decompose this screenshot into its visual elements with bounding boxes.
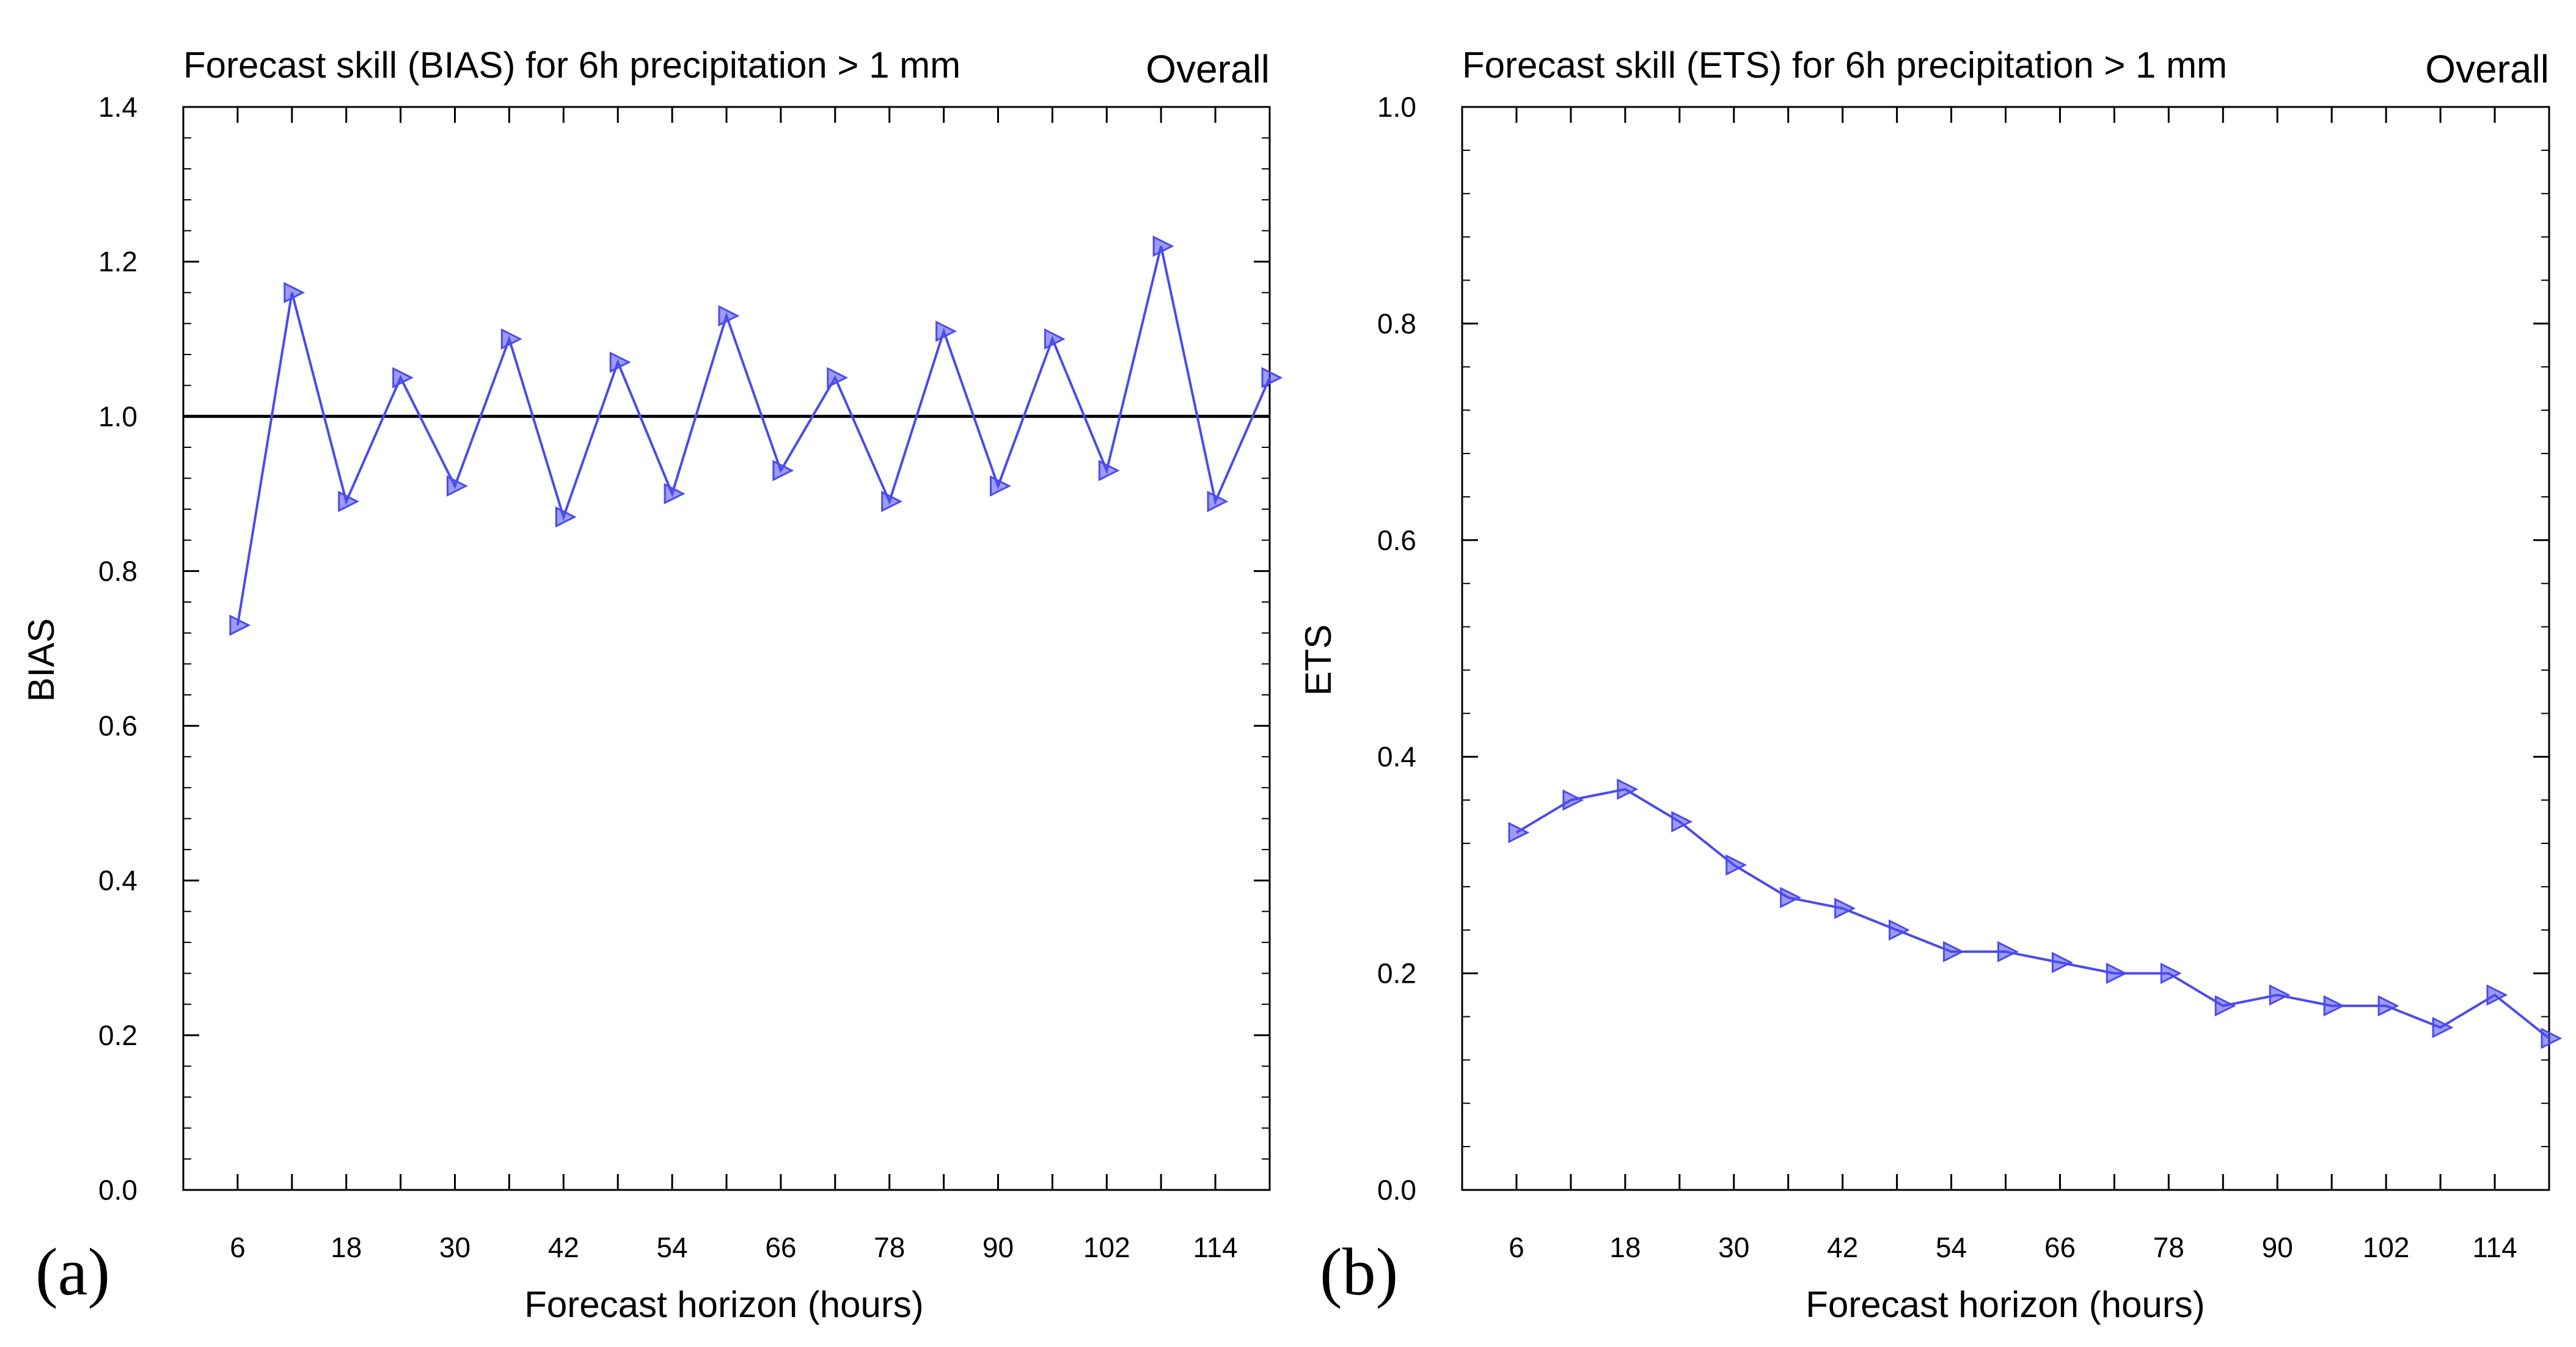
data-point-b <box>1780 887 1802 908</box>
data-point-a <box>1261 367 1283 389</box>
y-axis-title-b: ETS <box>1298 625 1339 696</box>
panel-tag-a: (a) <box>35 1235 110 1309</box>
data-point-a <box>1044 328 1066 350</box>
y-tick-label-a: 1.0 <box>98 400 137 432</box>
x-tick-label-a: 18 <box>331 1231 362 1263</box>
data-point-b <box>1562 789 1584 811</box>
x-tick-label-a: 102 <box>1083 1231 1130 1263</box>
data-point-a <box>447 475 468 497</box>
data-point-b <box>1889 919 1910 941</box>
x-tick-label-b: 114 <box>2472 1231 2517 1263</box>
data-point-a <box>935 320 957 342</box>
x-tick-label-b: 78 <box>2153 1231 2184 1263</box>
data-point-a <box>990 475 1011 497</box>
x-tick-label-b: 30 <box>1718 1231 1749 1263</box>
data-point-a <box>500 328 522 350</box>
data-point-b <box>1725 854 1747 876</box>
data-point-b <box>1997 941 2019 963</box>
corner-label-a: Overall <box>1146 47 1270 91</box>
x-axis-title-a: Forecast horizon (hours) <box>524 1284 924 1325</box>
x-tick-label-b: 18 <box>1609 1231 1641 1263</box>
data-point-a <box>1098 460 1120 482</box>
y-tick-label-a: 1.4 <box>98 91 137 123</box>
data-point-b <box>1943 941 1964 963</box>
data-point-b <box>2323 995 2345 1017</box>
data-point-a <box>1207 491 1229 512</box>
x-tick-label-a: 90 <box>982 1231 1014 1263</box>
data-point-b <box>2541 1027 2563 1049</box>
x-tick-label-b: 54 <box>1936 1231 1967 1263</box>
panel-a: Forecast skill (BIAS) for 6h precipitati… <box>21 45 1283 1325</box>
x-tick-label-b: 66 <box>2044 1231 2076 1263</box>
x-tick-label-a: 30 <box>439 1231 470 1263</box>
data-point-a <box>827 367 849 389</box>
data-point-a <box>881 491 903 512</box>
y-tick-label-b: 0.4 <box>1377 741 1416 773</box>
data-point-a <box>229 614 251 636</box>
title-a: Forecast skill (BIAS) for 6h precipitati… <box>183 45 961 86</box>
data-point-b <box>1617 778 1639 800</box>
y-tick-label-a: 0.6 <box>98 710 137 742</box>
data-point-a <box>772 460 794 482</box>
data-point-a <box>718 305 740 327</box>
y-tick-label-b: 0.8 <box>1377 307 1416 339</box>
data-point-b <box>2486 984 2508 1006</box>
panel-b: Forecast skill (ETS) for 6h precipitatio… <box>1298 45 2563 1325</box>
series-line-b <box>1515 788 2550 1040</box>
y-tick-label-a: 1.2 <box>98 246 137 277</box>
y-tick-label-b: 0.0 <box>1377 1174 1416 1206</box>
data-point-a <box>664 483 686 505</box>
data-point-a <box>338 491 360 512</box>
x-tick-label-a: 42 <box>548 1231 579 1263</box>
title-b: Forecast skill (ETS) for 6h precipitatio… <box>1462 45 2227 86</box>
x-tick-label-b: 102 <box>2363 1231 2410 1263</box>
x-axis-title-b: Forecast horizon (hours) <box>1806 1284 2205 1325</box>
data-point-b <box>1671 811 1693 832</box>
data-point-b <box>2432 1016 2454 1038</box>
data-point-b <box>2214 995 2236 1017</box>
data-point-b <box>1834 897 1856 919</box>
data-point-b <box>1508 821 1530 843</box>
data-point-a <box>1152 235 1174 257</box>
x-tick-label-b: 42 <box>1827 1231 1858 1263</box>
data-point-b <box>2269 984 2291 1006</box>
data-point-b <box>2051 952 2073 974</box>
x-tick-label-a: 6 <box>230 1231 246 1263</box>
y-tick-label-a: 0.4 <box>98 865 137 897</box>
x-tick-label-a: 54 <box>657 1231 688 1263</box>
data-point-a <box>555 506 577 528</box>
x-tick-label-a: 78 <box>874 1231 905 1263</box>
data-point-b <box>2106 963 2128 985</box>
x-tick-label-a: 66 <box>765 1231 796 1263</box>
y-tick-label-b: 0.2 <box>1377 958 1416 989</box>
x-tick-label-b: 90 <box>2262 1231 2293 1263</box>
y-tick-label-a: 0.8 <box>98 555 137 587</box>
data-point-b <box>2377 995 2399 1017</box>
x-tick-label-b: 6 <box>1509 1231 1524 1263</box>
series-line-a <box>236 246 1271 626</box>
data-point-b <box>2160 963 2182 985</box>
plot-frame-a <box>182 106 1271 1191</box>
y-axis-title-a: BIAS <box>21 618 62 702</box>
plot-frame-b <box>1461 106 2550 1191</box>
panel-tag-b: (b) <box>1320 1235 1398 1309</box>
y-tick-label-b: 0.6 <box>1377 524 1416 556</box>
corner-label-b: Overall <box>2425 47 2549 91</box>
y-tick-label-a: 0.0 <box>98 1174 137 1206</box>
data-point-a <box>392 367 414 389</box>
data-point-a <box>609 351 631 373</box>
data-point-a <box>284 282 306 304</box>
y-tick-label-b: 1.0 <box>1377 91 1416 123</box>
y-tick-label-a: 0.2 <box>98 1019 137 1051</box>
x-tick-label-a: 114 <box>1193 1231 1237 1263</box>
